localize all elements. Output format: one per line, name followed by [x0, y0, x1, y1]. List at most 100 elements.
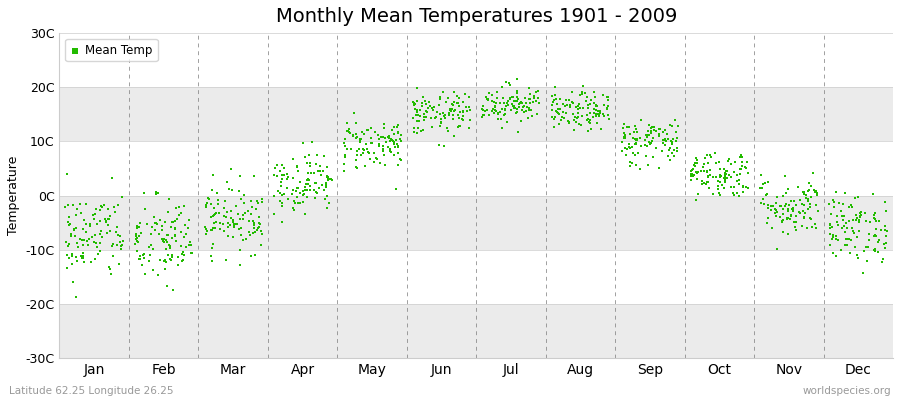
Mean Temp: [410, 98, 424, 105]
Bar: [59, 33, 893, 87]
Mean Temp: [280, 184, 294, 191]
Mean Temp: [617, 134, 632, 140]
Mean Temp: [484, 108, 499, 114]
Mean Temp: [669, 138, 683, 145]
Mean Temp: [361, 127, 375, 133]
Mean Temp: [868, 210, 882, 216]
Mean Temp: [837, 213, 851, 220]
Mean Temp: [616, 134, 631, 140]
Mean Temp: [670, 148, 685, 155]
Mean Temp: [713, 173, 727, 180]
Mean Temp: [88, 231, 103, 238]
Mean Temp: [409, 112, 423, 118]
Mean Temp: [66, 202, 80, 208]
Mean Temp: [204, 187, 219, 193]
Mean Temp: [251, 200, 266, 207]
Mean Temp: [689, 155, 704, 162]
Mean Temp: [867, 232, 881, 239]
Legend: Mean Temp: Mean Temp: [66, 39, 158, 62]
Mean Temp: [106, 204, 121, 210]
Mean Temp: [348, 157, 363, 163]
Mean Temp: [151, 272, 166, 278]
Mean Temp: [567, 117, 581, 123]
Mean Temp: [75, 254, 89, 261]
Mean Temp: [72, 236, 86, 242]
Mean Temp: [571, 110, 585, 116]
Mean Temp: [439, 98, 454, 105]
Mean Temp: [861, 237, 876, 243]
Mean Temp: [295, 140, 310, 146]
Mean Temp: [226, 218, 240, 225]
Mean Temp: [510, 76, 525, 83]
Mean Temp: [98, 216, 112, 222]
Mean Temp: [428, 115, 443, 122]
Mean Temp: [320, 193, 334, 199]
Mean Temp: [779, 214, 794, 221]
Mean Temp: [353, 139, 367, 146]
Mean Temp: [271, 188, 285, 194]
Mean Temp: [879, 233, 894, 239]
Mean Temp: [137, 190, 151, 196]
Mean Temp: [501, 80, 516, 86]
Mean Temp: [385, 127, 400, 133]
Mean Temp: [423, 103, 437, 109]
Mean Temp: [774, 218, 788, 224]
Mean Temp: [99, 219, 113, 226]
Mean Temp: [717, 172, 732, 179]
Mean Temp: [451, 124, 465, 130]
Mean Temp: [433, 94, 447, 100]
Mean Temp: [631, 150, 645, 156]
Mean Temp: [367, 150, 382, 156]
Mean Temp: [662, 147, 677, 154]
Mean Temp: [688, 162, 703, 169]
Mean Temp: [801, 196, 815, 202]
Mean Temp: [661, 136, 675, 142]
Mean Temp: [382, 146, 397, 152]
Mean Temp: [149, 220, 164, 226]
Mean Temp: [101, 216, 115, 222]
Mean Temp: [246, 217, 260, 224]
Mean Temp: [863, 219, 878, 225]
Mean Temp: [776, 228, 790, 235]
Mean Temp: [96, 201, 111, 208]
Mean Temp: [544, 107, 559, 113]
Mean Temp: [782, 216, 796, 223]
Mean Temp: [562, 104, 577, 110]
Mean Temp: [168, 225, 183, 232]
Mean Temp: [266, 172, 281, 178]
Mean Temp: [805, 224, 819, 230]
Mean Temp: [418, 113, 433, 120]
Mean Temp: [689, 170, 704, 176]
Mean Temp: [866, 191, 880, 197]
Mean Temp: [686, 166, 700, 172]
Mean Temp: [571, 106, 585, 112]
Mean Temp: [593, 108, 608, 115]
Mean Temp: [562, 119, 576, 125]
Mean Temp: [556, 115, 571, 121]
Mean Temp: [772, 203, 787, 210]
Mean Temp: [853, 212, 868, 219]
Mean Temp: [389, 186, 403, 193]
Mean Temp: [720, 174, 734, 181]
Mean Temp: [495, 125, 509, 131]
Mean Temp: [644, 130, 658, 137]
Mean Temp: [252, 224, 266, 230]
Mean Temp: [210, 190, 224, 196]
Mean Temp: [79, 201, 94, 208]
Mean Temp: [758, 180, 772, 186]
Mean Temp: [831, 237, 845, 243]
Mean Temp: [321, 177, 336, 184]
Mean Temp: [519, 108, 534, 114]
Mean Temp: [60, 219, 75, 225]
Mean Temp: [159, 232, 174, 238]
Mean Temp: [590, 111, 605, 117]
Mean Temp: [281, 174, 295, 180]
Mean Temp: [718, 179, 733, 185]
Mean Temp: [802, 180, 816, 186]
Mean Temp: [94, 228, 108, 234]
Mean Temp: [644, 128, 658, 134]
Mean Temp: [823, 242, 837, 248]
Mean Temp: [376, 148, 391, 154]
Mean Temp: [878, 223, 892, 230]
Mean Temp: [362, 150, 376, 156]
